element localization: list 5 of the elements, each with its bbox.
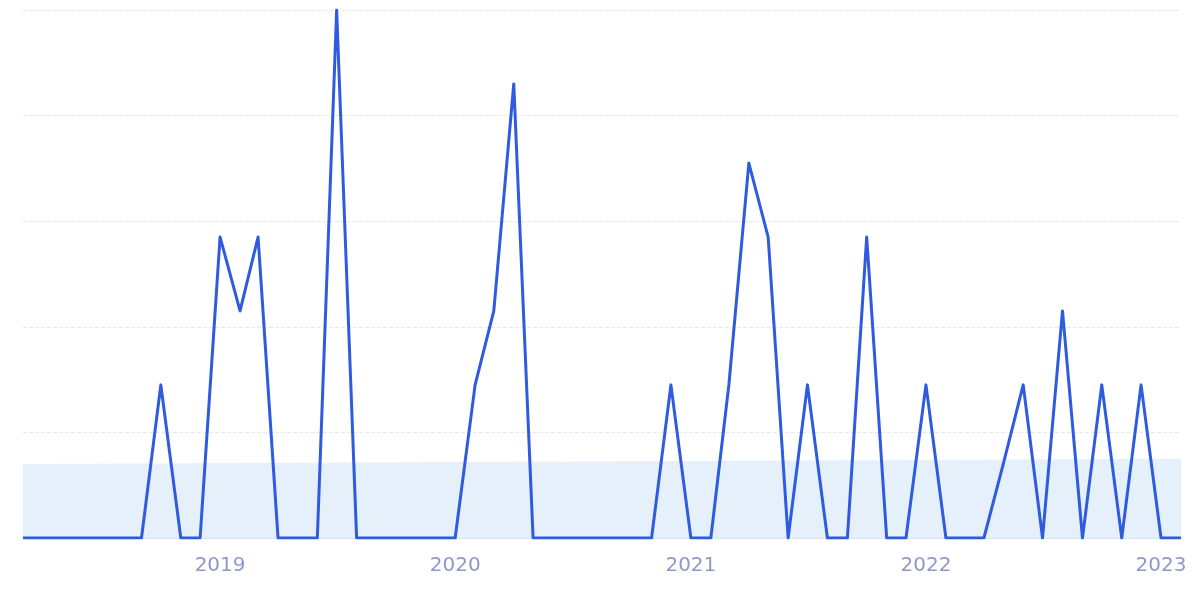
- x-tick-label: 2019: [194, 552, 246, 576]
- x-tick-label: 2023: [1135, 552, 1187, 576]
- x-tick-label: 2022: [900, 552, 952, 576]
- x-tick-label: 2021: [665, 552, 717, 576]
- x-tick-label: 2020: [429, 552, 481, 576]
